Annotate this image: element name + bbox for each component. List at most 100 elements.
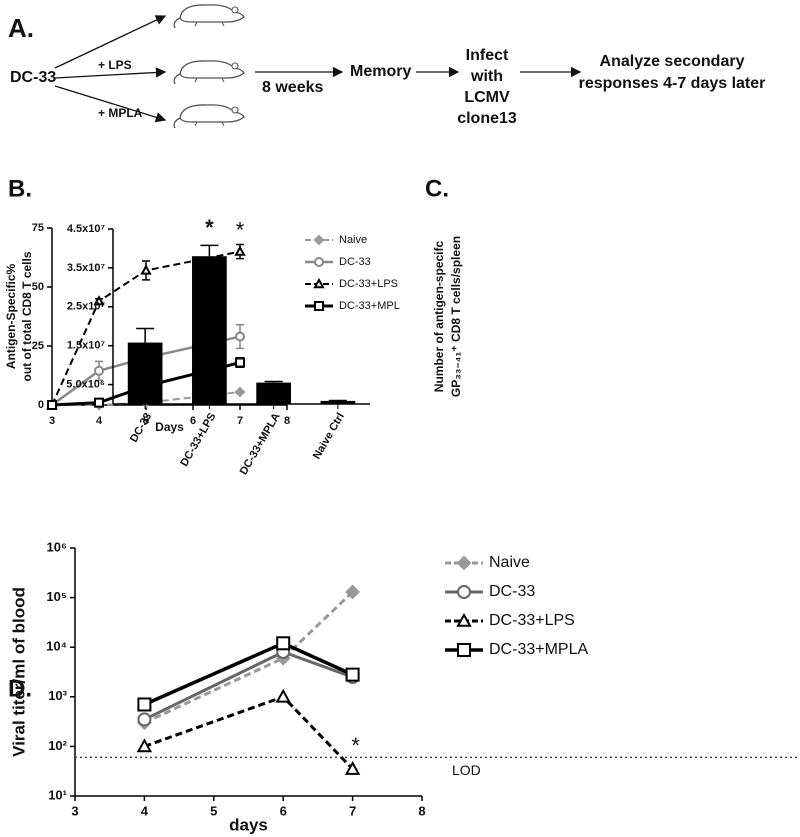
marker (456, 612, 472, 627)
x-tick-label: 4 (96, 415, 103, 427)
x-tick-label: 5 (210, 803, 217, 818)
marker (313, 277, 325, 289)
infect-label: clone13 (457, 110, 517, 127)
x-tick-label: 4 (141, 803, 149, 818)
x-tick-label: 6 (280, 803, 287, 818)
marker (94, 397, 104, 408)
x-tick-label: 7 (237, 415, 243, 427)
marker (457, 585, 471, 599)
y-tick-label: 5.0x10⁶ (66, 378, 105, 390)
mouse-icon (173, 4, 245, 29)
wait-label: 8 weeks (262, 79, 323, 96)
mouse-icon (173, 60, 245, 85)
y-axis-label: Number of antigen-specifc (432, 241, 446, 393)
marker (235, 357, 245, 368)
x-tick-label: 5 (143, 415, 149, 427)
y-tick-label: 3.5x10⁷ (67, 262, 106, 274)
marker (93, 295, 105, 306)
marker (344, 760, 361, 775)
error-bar (200, 244, 219, 257)
infect-label: LCMV (464, 89, 510, 106)
y-tick-label: 2.5x10⁷ (67, 301, 106, 313)
marker (345, 667, 360, 682)
marker (345, 584, 361, 600)
marker (137, 712, 152, 727)
analyze-label: responses 4-7 days later (579, 75, 766, 92)
series-line (51, 250, 241, 406)
legend-label: DC-33+LPS (339, 278, 398, 290)
x-tick-label: DC-33 (128, 411, 154, 445)
marker (140, 264, 152, 275)
legend-label: DC-33+LPS (489, 612, 575, 629)
infect-label: Infect (466, 47, 509, 64)
legend-label: DC-33+MPL (339, 300, 400, 312)
x-tick-label: 7 (349, 803, 356, 818)
mouse-icon (173, 104, 245, 129)
infect-label: with (470, 68, 503, 85)
marker (47, 400, 57, 410)
x-axis-label: Days (155, 420, 184, 434)
marker (275, 688, 291, 703)
y-tick-label: 50 (32, 281, 44, 293)
marker (235, 331, 245, 342)
marker (313, 234, 325, 246)
y-axis-label: Viral titer/ml of blood (9, 587, 28, 757)
chart: D. 10¹ 10² 10³ 10⁴ 10⁵ 10⁶ Viral titer/ml of bl… (8, 539, 800, 834)
arrow (54, 67, 167, 79)
y-tick-label: 10⁶ (47, 539, 67, 554)
marker (456, 555, 472, 571)
marker (234, 245, 246, 256)
x-tick-label: Naive Ctrl (311, 411, 347, 461)
source: DC-33 (10, 69, 56, 86)
marker (314, 257, 324, 267)
marker (136, 738, 153, 753)
arrow (54, 85, 167, 123)
arrow (54, 15, 167, 69)
marker (234, 386, 246, 398)
marker (137, 697, 152, 712)
x-tick-label: DC-33+LPS (178, 411, 218, 469)
annotation: * (205, 215, 214, 240)
y-tick-label: 10³ (48, 688, 67, 703)
legend-label: DC-33+MPLA (489, 641, 588, 658)
y-tick-label: 25 (32, 340, 44, 352)
marker (94, 365, 104, 376)
bar (256, 382, 291, 404)
marker (314, 301, 324, 311)
legend-label: Naive (339, 234, 367, 246)
x-tick-label: 6 (190, 415, 196, 427)
error-bar (136, 327, 155, 343)
legend-label: DC-33 (339, 256, 371, 268)
legend-label: DC-33 (489, 583, 535, 600)
y-tick-label: 4.5x10⁷ (67, 223, 106, 235)
y-tick-label: 10⁵ (46, 589, 67, 604)
y-axis-label: out of total CD8 T cells (20, 251, 34, 381)
y-tick-label: 10⁴ (46, 639, 67, 654)
x-tick-label: DC-33+MPLA (238, 411, 283, 477)
panel-label: C. (425, 175, 449, 202)
y-axis-label: Antigen-Specific% (4, 264, 18, 370)
bar (192, 256, 227, 404)
x-tick-label: 3 (71, 803, 78, 818)
branch-label: + LPS (98, 58, 132, 72)
panel-a: A. DC-33 + LPS + MPLA 8 weeks Memory Inf… (8, 4, 766, 129)
chart: C. 5.0x10⁶ 1.5x10⁷ 2.5x10⁷ 3.5x10⁷ 4.5x10⁷ Num… (66, 175, 463, 477)
y-tick-label: 0 (38, 399, 44, 411)
marker (457, 643, 471, 657)
y-tick-label: 10¹ (48, 787, 67, 802)
annotation: * (351, 733, 360, 758)
branch-label: + MPLA (98, 106, 143, 120)
x-axis-label: days (229, 815, 268, 834)
y-tick-label: 10² (48, 738, 67, 753)
bar (127, 342, 163, 404)
x-tick-label: 3 (49, 415, 55, 427)
bar (320, 400, 356, 404)
marker (276, 636, 291, 651)
analyze-label: Analyze secondary (600, 53, 745, 70)
panel-label: D. (8, 675, 32, 702)
annotation: * (236, 217, 245, 242)
y-tick-label: 75 (32, 222, 44, 234)
y-axis-label: GP₃₃₋₄₁⁺ CD8 T cells/spleen (449, 236, 463, 397)
y-tick-label: 1.5x10⁷ (67, 340, 106, 352)
